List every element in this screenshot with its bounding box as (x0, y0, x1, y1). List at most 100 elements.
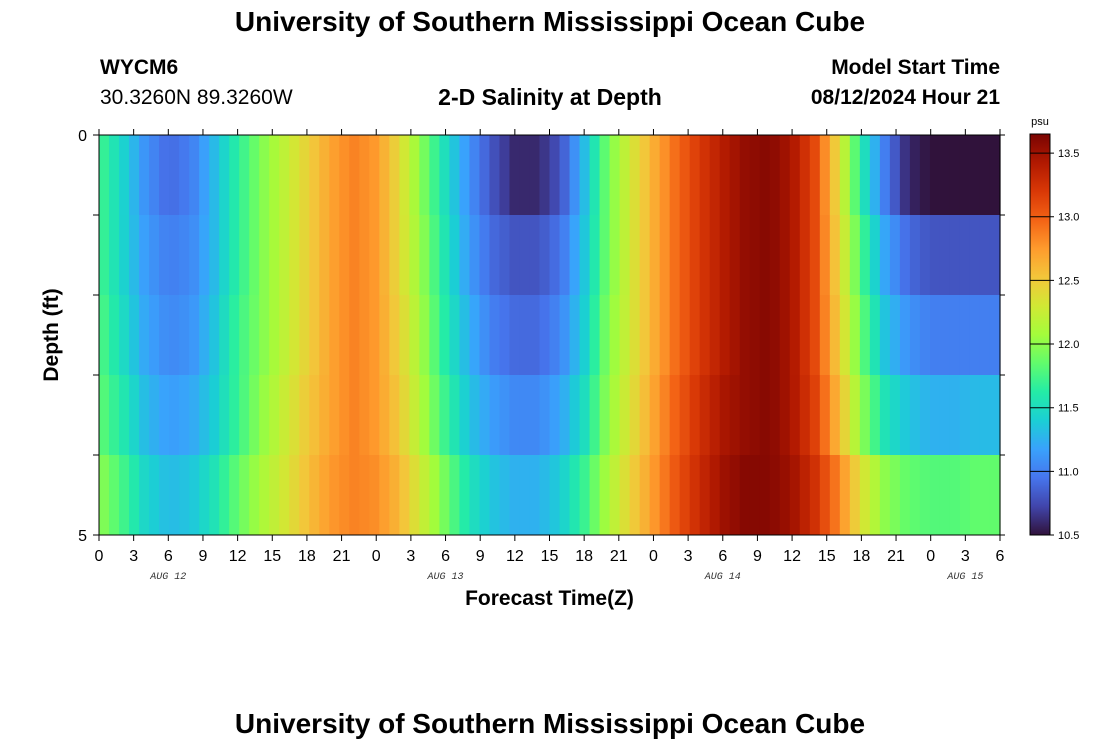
heatmap-cell (869, 215, 881, 296)
heatmap-cell (919, 295, 931, 376)
heatmap-cell (729, 135, 741, 216)
heatmap-cell (559, 375, 571, 456)
heatmap-cell (919, 455, 931, 536)
heatmap-cell (899, 375, 911, 456)
heatmap-cell (249, 375, 260, 456)
heatmap-cell (839, 135, 851, 216)
heatmap-cell (509, 215, 521, 296)
heatmap-cell (529, 295, 541, 376)
heatmap-cell (319, 215, 330, 296)
heatmap-cell (159, 455, 170, 536)
heatmap-cell (369, 375, 380, 456)
heatmap-cell (709, 375, 721, 456)
heatmap-cell (249, 455, 260, 536)
heatmap-cell (809, 215, 821, 296)
heatmap-cell (429, 295, 440, 376)
heatmap-cell (419, 135, 430, 216)
heatmap-cell (339, 455, 350, 536)
heatmap-cell (989, 215, 1001, 296)
heatmap-cell (549, 375, 561, 456)
heatmap-cell (979, 135, 991, 216)
x-tick-label: 3 (684, 548, 693, 565)
heatmap-cell (449, 295, 460, 376)
heatmap-cell (979, 455, 991, 536)
heatmap-cell (509, 295, 521, 376)
heatmap-cell (199, 295, 210, 376)
heatmap-cell (519, 215, 531, 296)
heatmap-cell (769, 135, 781, 216)
heatmap-cell (679, 135, 691, 216)
heatmap-cell (139, 135, 150, 216)
heatmap-cell (919, 215, 931, 296)
heatmap-cell (289, 215, 300, 296)
heatmap-cell (629, 135, 641, 216)
heatmap-cell (299, 295, 310, 376)
heatmap-cell (169, 455, 180, 536)
heatmap-cell (329, 455, 340, 536)
heatmap-cell (99, 215, 110, 296)
x-tick-label: 18 (575, 548, 593, 565)
heatmap-cell (799, 135, 811, 216)
heatmap-cell (309, 295, 320, 376)
x-tick-label: 3 (129, 548, 138, 565)
x-tick-label: 3 (961, 548, 970, 565)
heatmap-cell (569, 455, 581, 536)
heatmap-cell (439, 455, 450, 536)
heatmap-cell (699, 215, 711, 296)
heatmap-cell (489, 215, 501, 296)
heatmap-cell (769, 375, 781, 456)
heatmap-cell (679, 215, 691, 296)
heatmap-cell (359, 135, 370, 216)
x-tick-label: 6 (996, 548, 1005, 565)
heatmap-cell (209, 135, 220, 216)
heatmap-cell (189, 295, 200, 376)
heatmap-cell (379, 295, 390, 376)
heatmap-cell (299, 455, 310, 536)
heatmap-cell (349, 135, 360, 216)
heatmap-cell (679, 295, 691, 376)
heatmap-cell (619, 295, 631, 376)
x-tick-label: 12 (783, 548, 801, 565)
heatmap-cell (359, 295, 370, 376)
heatmap-cell (339, 295, 350, 376)
heatmap-cell (439, 295, 450, 376)
heatmap-cell (889, 375, 901, 456)
heatmap-cell (149, 215, 160, 296)
heatmap-cell (279, 135, 290, 216)
heatmap-cell (569, 135, 581, 216)
heatmap-cell (579, 135, 591, 216)
heatmap-cell (679, 455, 691, 536)
heatmap-cell (779, 455, 791, 536)
heatmap-cell (499, 215, 511, 296)
heatmap-cell (579, 375, 591, 456)
heatmap-cell (519, 295, 531, 376)
heatmap-cell (389, 215, 400, 296)
heatmap-cell (669, 215, 681, 296)
heatmap-cell (639, 455, 651, 536)
heatmap-cell (409, 295, 420, 376)
x-tick-label: 6 (441, 548, 450, 565)
heatmap-cell (459, 375, 471, 456)
heatmap-cell (869, 375, 881, 456)
heatmap-cell (129, 215, 140, 296)
heatmap-cell (479, 135, 491, 216)
heatmap-cell (539, 295, 551, 376)
heatmap-cell (669, 455, 681, 536)
heatmap-cell (739, 455, 751, 536)
heatmap-cell (819, 135, 831, 216)
heatmap-cell (879, 375, 891, 456)
heatmap-cell (469, 295, 481, 376)
x-tick-label: 18 (298, 548, 316, 565)
heatmap-cell (219, 135, 230, 216)
heatmap-cell (369, 295, 380, 376)
heatmap-cell (939, 135, 951, 216)
x-tick-label: 9 (199, 548, 208, 565)
heatmap-cell (179, 455, 190, 536)
heatmap-cell (199, 215, 210, 296)
heatmap-cell (899, 215, 911, 296)
heatmap-cell (259, 375, 270, 456)
heatmap-cell (879, 295, 891, 376)
heatmap-cell (829, 375, 841, 456)
heatmap-cell (359, 215, 370, 296)
